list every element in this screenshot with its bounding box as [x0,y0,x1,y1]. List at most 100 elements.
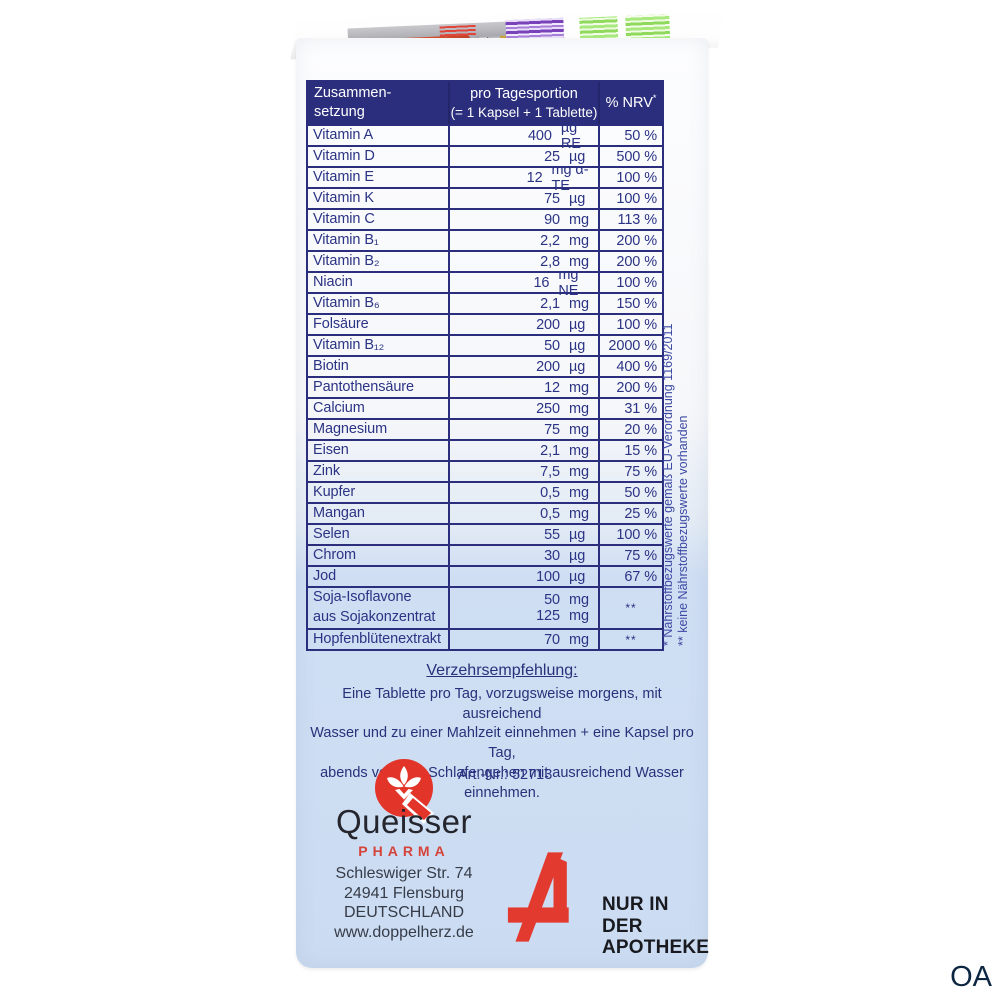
table-row: Vitamin E 12 mg α-TE 100 % [308,162,662,194]
address-country: DEUTSCHLAND [343,904,464,922]
nutrient-amount: 90 mg [448,208,598,229]
table-row: Pantothensäure 12 mg 200 % [308,376,662,397]
composition-table-body: Vitamin A 400 µg RE 50 % Vitamin D 25 µg 5… [308,120,662,649]
nutrient-amount: 200 µg [448,355,598,376]
nutrient-nrv: 100 % [598,166,662,187]
header-zusammensetzung-line2: setzung [314,104,365,120]
nutrient-amount: 250 mg [448,397,598,418]
nutrient-nrv: 100 % [598,313,662,334]
nutrient-nrv: ** [598,586,662,628]
dosage-line: einnehmen. [464,784,540,801]
manufacturer-name: Queisser [335,803,473,840]
nutrient-name: Magnesium [308,418,448,439]
nutrient-nrv: 150 % [598,292,662,313]
nutrient-name: Chrom [308,544,448,565]
nutrient-nrv: 15 % [598,439,662,460]
table-row: Vitamin B₁ 2,2 mg 200 % [308,229,662,250]
table-row: Vitamin B₆ 2,1 mg 150 % [308,292,662,313]
nutrient-nrv: 25 % [598,502,662,523]
manufacturer-division: PHARMA [358,843,450,859]
apotheke-a-icon [507,852,569,942]
table-row: Eisen 2,1 mg 15 % [308,439,662,460]
nutrient-name: Eisen [308,439,448,460]
nutrient-amount: 100 µg [448,565,598,586]
nutrient-nrv: ** [598,628,662,649]
nutrient-nrv: 67 % [598,565,662,586]
nutrient-amount: 16 mg NE [448,267,598,299]
nutrient-amount: 2,8 mg [448,250,598,271]
nutrient-amount: 2,1 mg [448,439,598,460]
nutrient-nrv: 400 % [598,355,662,376]
nutrient-amount: 70 mg [448,628,598,649]
apotheke-text-line2: APOTHEKE [602,937,710,959]
nutrient-name: Folsäure [308,313,448,334]
header-tagesportion-line2: (= 1 Kapsel + 1 Tablette) [450,104,598,120]
nutrient-nrv: 100 % [598,523,662,544]
address-street: Schleswiger Str. 74 [335,865,473,882]
table-row: Vitamin D 25 µg 500 % [308,145,662,166]
nutrient-amount: 12 mg [448,376,598,397]
composition-table: Zusammen- setzung pro Tagesportion (= 1 … [306,80,664,651]
table-row: Biotin 200 µg 400 % [308,355,662,376]
nutrient-nrv: 75 % [598,544,662,565]
nutrient-name: Vitamin D [308,145,448,166]
nutrient-amount: 2,2 mg [448,229,598,250]
table-row: Selen 55 µg 100 % [308,523,662,544]
nutrient-name: Vitamin A [308,124,448,145]
nutrient-amount: 75 µg [448,187,598,208]
nutrient-name: Selen [308,523,448,544]
nutrient-amount: 75 mg [448,418,598,439]
nutrient-nrv: 200 % [598,229,662,250]
nutrient-amount: 400 µg RE [448,120,598,152]
nutrient-nrv: 200 % [598,376,662,397]
nutrient-name: Vitamin B₁₂ [308,334,448,355]
nutrient-amount: 12 mg α-TE [448,162,598,194]
nutrient-nrv: 100 % [598,187,662,208]
nutrient-amount: 55 µg [448,523,598,544]
apotheke-text: NUR IN DER APOTHEKE [602,894,709,959]
nutrient-nrv: 50 % [598,124,662,145]
nutrient-nrv: 100 % [598,271,662,292]
nutrient-nrv: 2000 % [598,334,662,355]
nutrient-nrv: 31 % [598,397,662,418]
nutrient-name: Vitamin B₆ [308,292,448,313]
nutrient-name: Soja-Isoflavone aus Sojakonzentrat [308,586,448,628]
nutrient-name: Calcium [308,397,448,418]
header-zusammensetzung: Zusammen- setzung [308,82,448,124]
nutrient-name: Kupfer [308,481,448,502]
nutrient-name: Pantothensäure [308,376,448,397]
nutrient-name: Jod [308,565,448,586]
table-row: Soja-Isoflavone aus Sojakonzentrat 50 mg 12… [308,586,662,628]
header-nrv: % NRV* [598,82,662,124]
table-row: Vitamin B₂ 2,8 mg 200 % [308,250,662,271]
nutrient-amount: 7,5 mg [448,460,598,481]
header-tagesportion-line1: pro Tagesportion [470,85,578,102]
nutrient-name: Zink [308,460,448,481]
nutrient-amount: 30 µg [448,544,598,565]
table-row: Magnesium 75 mg 20 % [308,418,662,439]
table-row: Mangan 0,5 mg 25 % [308,502,662,523]
nutrient-name: Vitamin C [308,208,448,229]
composition-table-header: Zusammen- setzung pro Tagesportion (= 1 … [308,82,662,124]
article-number: Art.-Nr.: 52713 [458,767,553,783]
table-row: Vitamin K 75 µg 100 % [308,187,662,208]
nutrient-name: Vitamin B₂ [308,250,448,271]
nutrient-amount: 50 µg [448,334,598,355]
nutrient-nrv: 500 % [598,145,662,166]
header-nrv-label: % NRV* [605,92,657,111]
table-row: Zink 7,5 mg 75 % [308,460,662,481]
nutrient-amount: 2,1 mg [448,292,598,313]
nutrient-amount: 0,5 mg [448,481,598,502]
nutrient-amount: 0,5 mg [448,502,598,523]
table-row: Vitamin B₁₂ 50 µg 2000 % [308,334,662,355]
table-row: Folsäure 200 µg 100 % [308,313,662,334]
nutrient-nrv: 20 % [598,418,662,439]
watermark: OA [950,961,992,993]
nutrient-name: Niacin [308,271,448,292]
nutrient-amount: 200 µg [448,313,598,334]
table-row: Niacin 16 mg NE 100 % [308,267,662,299]
nutrient-nrv: 200 % [598,250,662,271]
apotheke-text-line1: NUR IN DER [602,894,669,937]
table-row: Kupfer 0,5 mg 50 % [308,481,662,502]
